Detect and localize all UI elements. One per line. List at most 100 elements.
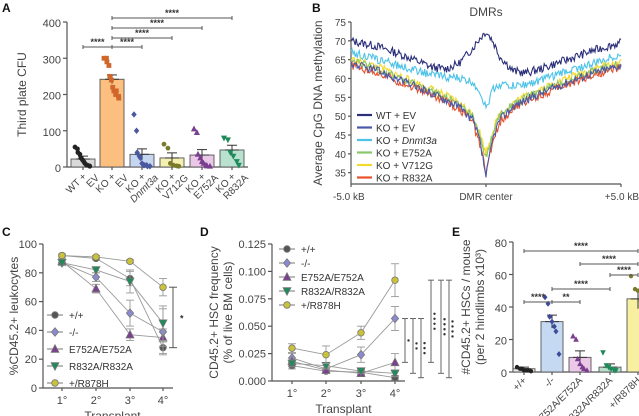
legend-label: KO + E752A: [376, 149, 432, 160]
y-tick-label: 0.050: [238, 321, 266, 333]
y-tick-label: 35: [335, 169, 347, 180]
significance-label: ****: [150, 18, 165, 28]
data-point: [134, 149, 140, 156]
data-point: [570, 333, 576, 339]
y-axis-label: (per 2 hindlimbs x10³): [473, 249, 487, 365]
data-point: [233, 159, 240, 166]
significance-star: [407, 339, 410, 342]
series-line: [350, 56, 622, 158]
series-line: [61, 262, 164, 324]
data-point: [224, 137, 231, 144]
data-point: [108, 77, 114, 83]
x-tick-label: 4°: [158, 395, 169, 407]
data-point: [551, 323, 557, 330]
data-point: [57, 259, 67, 268]
series-line: [61, 260, 164, 339]
series-line: [350, 61, 622, 178]
data-point: [91, 272, 101, 283]
x-tick-label: KO +V712G: [154, 166, 191, 203]
data-point: [116, 95, 122, 101]
data-point: [356, 349, 366, 360]
data-point: [113, 88, 119, 94]
significance-star: [433, 322, 436, 325]
y-axis-label: %CD45.2+ leukocytes: [7, 257, 21, 375]
y-tick-label: 65: [335, 56, 347, 67]
x-axis-label: Transplant: [84, 409, 141, 416]
legend-label: E752A/E752A: [69, 345, 132, 356]
bar: [626, 298, 639, 373]
panel-label-b: B: [312, 1, 321, 15]
legend-label: +/+: [69, 311, 84, 322]
significance-star: [451, 320, 454, 323]
significance-star: [443, 328, 446, 331]
legend-marker: [50, 327, 60, 337]
legend-label: KO + V712G: [376, 161, 433, 172]
panel-c-chart: 0 20 40 60 80 100 %CD45.2+ leukocytes 1° 2° 3° 4° T…: [7, 239, 184, 416]
legend-marker: [51, 379, 59, 387]
y-tick-label: 45: [335, 131, 347, 142]
series-line: [291, 279, 396, 356]
legend-label: +/+: [301, 245, 316, 256]
y-axis-label: Third plate CFU: [15, 52, 29, 137]
y-tick-label: 40: [335, 150, 347, 161]
data-point: [528, 368, 534, 374]
y-tick-label: 20: [25, 354, 37, 366]
significance-star: [433, 327, 436, 330]
y-axis-label: (% of live BM cells): [221, 261, 235, 363]
significance-star: [443, 333, 446, 336]
x-tick-label: 1°: [287, 388, 298, 400]
y-tick-label: 60: [335, 75, 347, 86]
legend-label: R832A/R832A: [69, 362, 133, 373]
data-point: [194, 150, 202, 157]
y-tick-label: 0.125: [238, 239, 266, 251]
data-point: [390, 357, 400, 367]
x-tick-label: 4°: [390, 388, 401, 400]
data-point: [542, 294, 548, 301]
data-point: [106, 63, 112, 68]
data-point: [125, 277, 135, 287]
data-point: [131, 111, 137, 118]
legend-label: -/-: [69, 328, 78, 339]
data-point: [165, 145, 171, 151]
legend-label: -/-: [301, 259, 310, 270]
data-point: [357, 329, 365, 337]
data-point: [635, 288, 639, 293]
data-point: [613, 368, 619, 374]
chart-title: DMRs: [469, 5, 502, 19]
significance-star: [415, 342, 418, 345]
data-point: [287, 359, 297, 369]
significance-star: [451, 330, 454, 333]
series-line: [291, 363, 396, 374]
data-point: [158, 319, 168, 329]
data-point: [600, 350, 606, 356]
data-point: [197, 154, 204, 161]
data-point: [147, 163, 153, 170]
x-tick-label: 1°: [57, 395, 68, 407]
data-point: [92, 253, 100, 261]
data-point: [235, 162, 242, 169]
significance-label: ****: [602, 254, 617, 264]
data-point: [581, 365, 587, 371]
series-line: [350, 32, 622, 77]
legend-label: KO + R832A: [376, 174, 433, 185]
series-line: [61, 262, 164, 333]
legend-label: KO + EV: [376, 124, 416, 135]
data-point: [91, 266, 101, 276]
legend-marker: [282, 271, 292, 281]
data-point: [227, 150, 234, 156]
y-axis-label: CD45.2+ HSC frequency: [207, 246, 221, 378]
significance-label: ****: [574, 279, 589, 289]
bar: [540, 321, 564, 373]
y-axis-label: #CD45.2+ HSCs / mouse: [459, 239, 473, 374]
significance-label: ****: [617, 265, 632, 275]
data-point: [547, 313, 553, 320]
significance-star: [433, 317, 436, 320]
x-tick-label: 2°: [91, 395, 102, 407]
legend-label: KO + Dnmt3a: [376, 136, 437, 147]
legend-marker: [51, 311, 59, 319]
data-point: [391, 276, 399, 284]
panel-label-c: C: [2, 225, 11, 239]
data-point: [573, 336, 579, 342]
significance-star: [423, 351, 426, 355]
